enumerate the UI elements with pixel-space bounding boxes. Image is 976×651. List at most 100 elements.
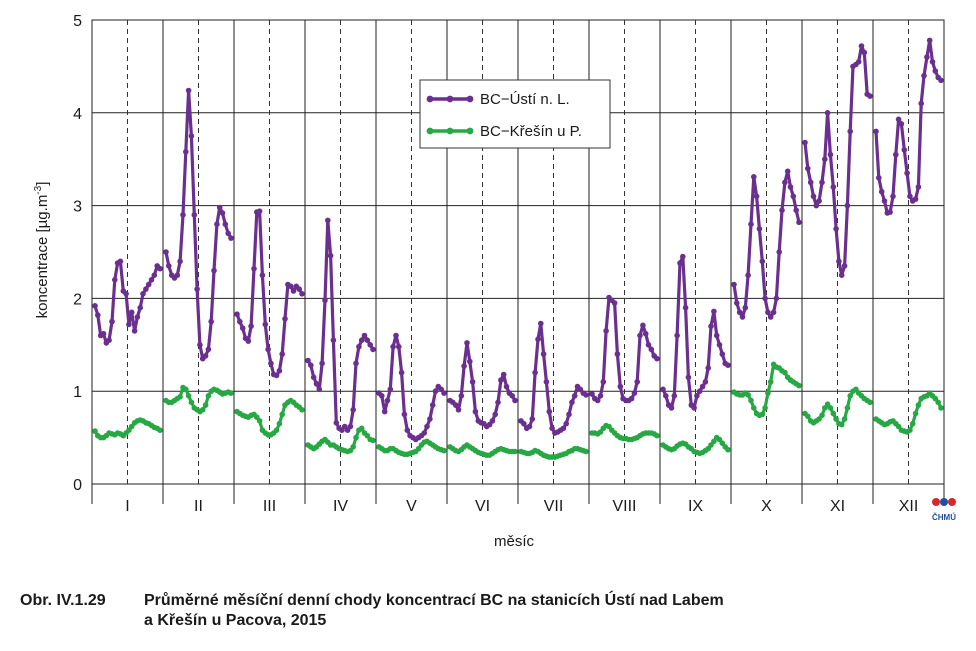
logo-dot-blue [940, 498, 948, 506]
y-tick-label: 5 [73, 13, 82, 30]
data-point [208, 318, 214, 325]
data-point [197, 342, 203, 348]
data-point [827, 405, 834, 411]
data-point [816, 198, 822, 204]
data-point [265, 346, 271, 353]
data-point [938, 405, 944, 411]
data-point [92, 303, 98, 309]
data-point [691, 405, 697, 411]
data-point [855, 59, 862, 65]
chmu-logo: ČHMÚ [932, 498, 956, 522]
data-point [765, 390, 771, 396]
data-point [370, 437, 376, 444]
data-point [699, 383, 706, 390]
data-point [696, 388, 703, 395]
data-point [287, 283, 294, 290]
data-point [583, 392, 589, 398]
data-point [617, 383, 624, 390]
data-point [279, 411, 286, 418]
data-point [492, 411, 499, 418]
data-point [350, 444, 357, 450]
data-point [642, 330, 649, 337]
data-point [404, 427, 411, 434]
data-point [708, 323, 714, 330]
data-point [509, 393, 515, 399]
data-point [128, 309, 135, 316]
legend-marker-kresin [466, 127, 474, 135]
caption-number: Obr. IV.1.29 [20, 592, 106, 609]
data-point [600, 379, 607, 385]
data-point [890, 193, 896, 200]
caption-line1: Průměrné měsíční denní chody koncentrací… [144, 592, 724, 609]
data-point [935, 399, 941, 406]
data-point [663, 393, 669, 399]
data-point [782, 179, 788, 186]
data-point [134, 314, 141, 320]
data-point [796, 382, 802, 389]
data-point [310, 374, 317, 381]
data-point [347, 423, 354, 430]
data-point [725, 362, 731, 369]
data-point [912, 196, 919, 202]
data-point [790, 193, 797, 200]
data-point [427, 416, 433, 422]
y-tick-label: 2 [73, 291, 82, 308]
data-point [140, 291, 146, 297]
data-point [188, 133, 195, 139]
data-point [867, 93, 873, 99]
y-tick-labels: 0 1 2 3 4 5 [73, 13, 82, 494]
series-usti [92, 37, 944, 443]
data-point [290, 288, 297, 294]
legend-marker-kresin [426, 127, 434, 135]
legend-marker-usti [446, 95, 454, 103]
data-point [932, 68, 939, 74]
series-line [661, 255, 729, 410]
data-point [322, 297, 328, 304]
data-point [299, 291, 305, 297]
data-point [611, 300, 618, 306]
data-point [145, 281, 152, 288]
data-point [549, 425, 555, 432]
x-tick-label: IV [333, 498, 348, 515]
data-point [569, 399, 575, 406]
chart-legend: BC−Ústí n. L. BC−Křešín u P. [419, 79, 611, 149]
legend-label-kresin: BC−Křešín u P. [480, 123, 582, 140]
data-point [151, 272, 158, 279]
data-point [822, 156, 828, 162]
legend-marker-usti [466, 95, 474, 103]
data-point [353, 434, 359, 441]
data-point [844, 202, 851, 209]
data-point [739, 314, 746, 320]
data-point [211, 267, 217, 274]
data-point [745, 392, 751, 398]
data-point [915, 184, 922, 190]
data-point [205, 346, 212, 353]
data-point [117, 258, 124, 265]
y-tick-label: 0 [73, 477, 82, 494]
data-point [767, 314, 774, 320]
data-point [398, 369, 405, 376]
data-point [926, 37, 933, 44]
data-point [571, 393, 578, 399]
data-point [748, 221, 754, 227]
data-point [762, 295, 768, 302]
data-point [827, 151, 834, 158]
data-point [299, 407, 305, 413]
data-point [157, 427, 163, 434]
data-point [529, 416, 536, 422]
data-point [95, 312, 101, 318]
data-point [833, 416, 839, 422]
data-point [759, 411, 766, 418]
data-point [762, 405, 768, 411]
data-point [163, 249, 169, 255]
data-point [674, 332, 680, 339]
data-point [353, 360, 359, 367]
data-point [199, 407, 206, 413]
data-point [654, 355, 660, 362]
x-axis-title: měsíc [494, 533, 535, 550]
data-point [361, 332, 368, 339]
data-point [526, 423, 533, 430]
data-point [441, 390, 447, 396]
data-point [495, 399, 501, 406]
